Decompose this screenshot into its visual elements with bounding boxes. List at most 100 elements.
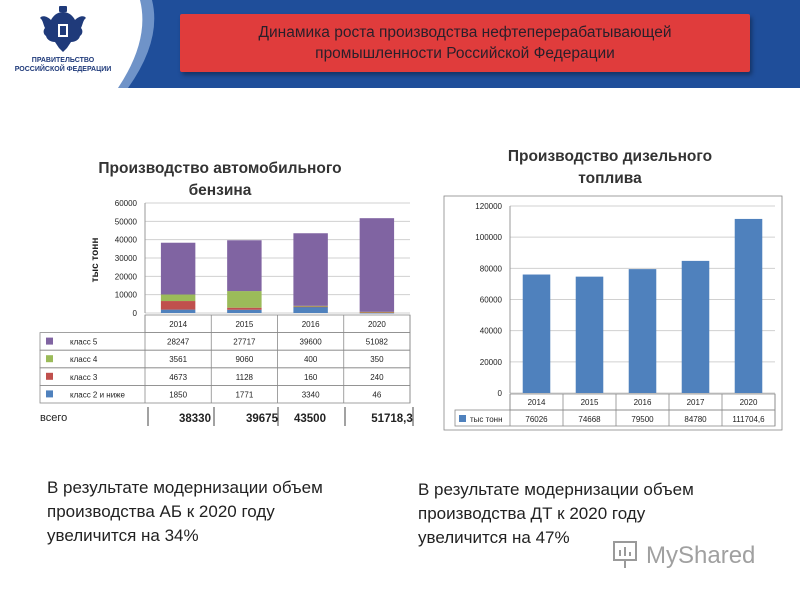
gasoline-legend-swatch — [46, 390, 53, 398]
gasoline-bar-segment — [359, 312, 395, 314]
diesel-y-tick-label: 60000 — [480, 296, 503, 305]
gasoline-x-tick-label: 2015 — [235, 320, 253, 329]
diesel-bar — [522, 274, 551, 393]
government-logo: ПРАВИТЕЛЬСТВО РОССИЙСКОЙ ФЕДЕРАЦИИ — [8, 4, 118, 84]
gasoline-bar-segment — [227, 309, 262, 313]
gasoline-data-label: 9060 — [235, 355, 253, 364]
diesel-chart-title-line-1: Производство дизельного — [507, 148, 713, 165]
gasoline-data-label: 27717 — [233, 338, 256, 347]
presentation-icon — [613, 541, 637, 568]
gasoline-bar-segment — [160, 309, 196, 313]
diesel-data-label: 111704,6 — [732, 415, 765, 424]
diesel-note-line-1: В результате модернизации объем — [418, 480, 694, 499]
diesel-y-tick-label: 100000 — [475, 233, 502, 242]
gasoline-data-label: 350 — [370, 355, 384, 364]
gasoline-legend-swatch — [46, 372, 53, 380]
diesel-x-tick-label: 2014 — [528, 398, 546, 407]
diesel-data-label: 84780 — [684, 415, 707, 424]
diesel-data-label: 74668 — [578, 415, 601, 424]
gasoline-data-label: 3561 — [169, 355, 187, 364]
gasoline-y-tick-label: 0 — [133, 309, 138, 318]
gasoline-note-line-1: В результате модернизации объем — [47, 478, 323, 497]
gasoline-data-label: 3340 — [302, 390, 320, 399]
diesel-bar — [734, 218, 763, 393]
diesel-data-label: 79500 — [631, 415, 654, 424]
gasoline-total-label: всего — [40, 412, 67, 424]
diesel-note-line-3: увеличится на 47% — [418, 528, 570, 547]
diesel-x-tick-label: 2017 — [687, 398, 705, 407]
gasoline-data-label: 1771 — [235, 390, 253, 399]
diesel-bar — [628, 269, 657, 393]
diesel-y-tick-label: 0 — [498, 389, 503, 398]
gasoline-note-line-2: производства АБ к 2020 году — [47, 502, 275, 521]
gasoline-data-label: 51082 — [366, 338, 389, 347]
diesel-data-label: 76026 — [525, 415, 548, 424]
gasoline-bar-segment — [160, 294, 196, 302]
gasoline-bar-segment — [293, 306, 328, 308]
title-box: Динамика роста производства нефтеперераб… — [180, 14, 750, 72]
gasoline-legend-label: класс 3 — [70, 373, 98, 382]
gasoline-data-label: 4673 — [169, 373, 187, 382]
logo-line-1: ПРАВИТЕЛЬСТВО — [31, 57, 95, 64]
coat-of-arms-icon — [40, 6, 86, 52]
gasoline-y-tick-label: 10000 — [115, 291, 138, 300]
page-title-line-1: Динамика роста производства нефтеперераб… — [258, 24, 672, 41]
gasoline-legend-swatch — [46, 355, 53, 363]
gasoline-bar-segment — [227, 307, 262, 310]
diesel-chart-frame — [443, 195, 783, 431]
gasoline-chart-title-line-2: бензина — [188, 182, 252, 199]
header: ПРАВИТЕЛЬСТВО РОССИЙСКОЙ ФЕДЕРАЦИИ Динам… — [0, 0, 800, 88]
gasoline-y-tick-label: 40000 — [115, 236, 138, 245]
diesel-y-tick-label: 20000 — [480, 358, 503, 367]
gasoline-bar-segment — [160, 242, 196, 295]
gasoline-legend-label: класс 5 — [70, 338, 98, 347]
gasoline-chart-title-line-1: Производство автомобильного — [98, 160, 342, 177]
gasoline-bar-segment — [227, 291, 262, 308]
gasoline-conclusion-note: В результате модернизации объем производ… — [47, 476, 407, 548]
gasoline-data-label: 160 — [304, 373, 318, 382]
gasoline-total-value: 51718,3 — [371, 413, 413, 425]
gasoline-data-label: 400 — [304, 355, 318, 364]
gasoline-chart-title: Производство автомобильного бензина — [60, 158, 380, 202]
diesel-note-line-2: производства ДТ к 2020 году — [418, 504, 646, 523]
gasoline-x-tick-label: 2020 — [368, 320, 386, 329]
gasoline-y-tick-label: 60000 — [115, 199, 138, 208]
gasoline-y-axis-label: тыс тонн — [90, 238, 101, 283]
gasoline-data-label: 46 — [372, 390, 381, 399]
gasoline-note-line-3: увеличится на 34% — [47, 526, 199, 545]
gasoline-legend-label: класс 4 — [70, 355, 98, 364]
gasoline-legend-swatch — [46, 337, 53, 345]
diesel-x-tick-label: 2016 — [634, 398, 652, 407]
diesel-bar — [681, 260, 710, 393]
page-title-line-2: промышленности Российской Федерации — [315, 45, 615, 62]
diesel-y-tick-label: 120000 — [475, 202, 502, 211]
gasoline-bar-segment — [359, 218, 395, 312]
diesel-conclusion-note: В результате модернизации объем производ… — [418, 478, 778, 550]
diesel-y-tick-label: 40000 — [480, 327, 503, 336]
diesel-x-tick-label: 2015 — [581, 398, 599, 407]
diesel-legend-swatch — [459, 415, 466, 422]
gasoline-bar-segment — [160, 301, 196, 310]
gasoline-total-value: 43500 — [294, 413, 326, 425]
logo-line-2: РОССИЙСКОЙ ФЕДЕРАЦИИ — [14, 66, 112, 73]
gasoline-data-label: 1128 — [236, 373, 254, 382]
watermark-text: MyShared — [646, 542, 755, 569]
myshared-watermark: MyShared — [613, 541, 755, 569]
diesel-legend-label: тыс тонн — [470, 415, 503, 424]
gasoline-data-label: 39600 — [300, 338, 323, 347]
diesel-y-tick-label: 80000 — [480, 264, 503, 273]
gasoline-data-label: 28247 — [167, 338, 190, 347]
diesel-x-tick-label: 2020 — [740, 398, 758, 407]
gasoline-bar-segment — [293, 233, 328, 306]
gasoline-total-value: 38330 — [179, 413, 211, 425]
gasoline-x-tick-label: 2016 — [302, 320, 320, 329]
gasoline-x-tick-label: 2014 — [169, 320, 187, 329]
gasoline-legend-label: класс 2 и ниже — [70, 390, 126, 399]
gasoline-y-tick-label: 30000 — [115, 254, 138, 263]
gasoline-data-label: 1850 — [169, 390, 187, 399]
gasoline-total-value: 39675 — [246, 413, 279, 425]
gasoline-bar-segment — [359, 311, 395, 313]
gasoline-y-tick-label: 20000 — [115, 272, 138, 281]
